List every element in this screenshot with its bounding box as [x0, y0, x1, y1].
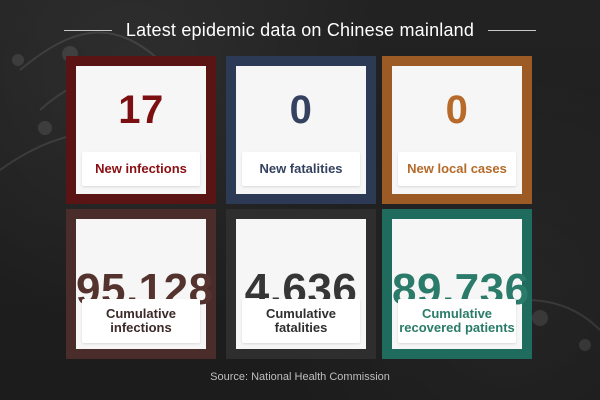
card-new-local-cases: 0 New local cases: [382, 56, 532, 204]
card-cumulative-fatalities: 4,636 Cumulative fatalities: [226, 209, 376, 359]
header: Latest epidemic data on Chinese mainland: [0, 12, 600, 48]
card-label-new-fatalities: New fatalities: [242, 152, 360, 186]
card-cumulative-infections: 95,128 Cumulative infections: [66, 209, 216, 359]
title-right-rule: [488, 29, 537, 31]
card-value-new-local-cases: 0: [445, 88, 469, 132]
card-new-fatalities: 0 New fatalities: [226, 56, 376, 204]
card-new-infections: 17 New infections: [66, 56, 216, 204]
card-label-new-local-cases: New local cases: [398, 152, 516, 186]
card-value-new-fatalities: 0: [289, 88, 313, 132]
card-cumulative-recovered: 89,736 Cumulative recovered patients: [382, 209, 532, 359]
source-note: Source: National Health Commission: [210, 371, 390, 383]
card-label-cumulative-recovered: Cumulative recovered patients: [398, 299, 516, 343]
card-value-new-infections: 17: [118, 88, 164, 132]
card-label-cumulative-fatalities: Cumulative fatalities: [242, 299, 360, 343]
card-label-new-infections: New infections: [82, 152, 200, 186]
card-label-cumulative-infections: Cumulative infections: [82, 299, 200, 343]
title-left-rule: [63, 29, 112, 31]
page-title: Latest epidemic data on Chinese mainland: [125, 19, 475, 40]
